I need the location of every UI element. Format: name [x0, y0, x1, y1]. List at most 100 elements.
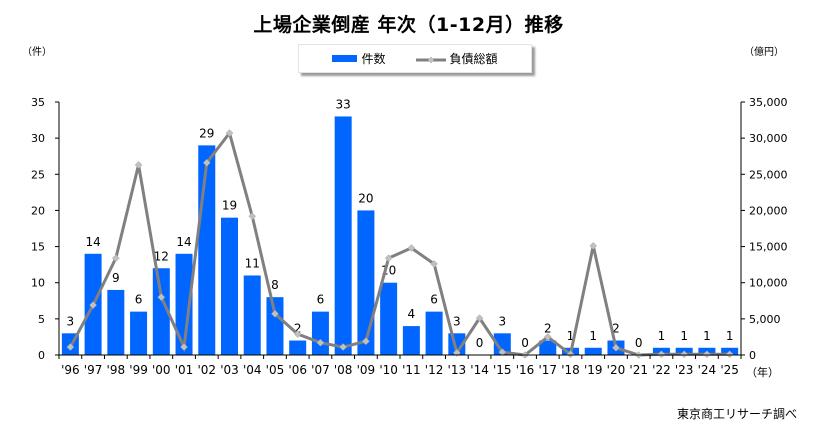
diamond-marker-icon [316, 338, 325, 347]
bar [584, 347, 602, 355]
x-tick-label: '97 [84, 363, 103, 377]
x-axis-unit: （年） [746, 366, 779, 379]
x-tick-label: '11 [402, 363, 421, 377]
diamond-marker-icon [180, 343, 188, 351]
diamond-marker-icon [703, 350, 711, 359]
bar [221, 217, 238, 355]
diamond-marker-icon [657, 350, 666, 359]
bar-value-label: 11 [245, 256, 260, 270]
bar-value-label: 8 [271, 278, 279, 292]
diamond-marker-icon [89, 301, 97, 309]
svg-text:15: 15 [31, 241, 45, 254]
bar [243, 275, 261, 355]
x-tick-label: '16 [516, 363, 535, 377]
diamond-marker-icon [725, 350, 734, 359]
diamond-marker-icon [362, 337, 370, 346]
x-tick-label: '10 [379, 363, 398, 377]
source-note: 東京商工リサーチ調べ [676, 407, 797, 421]
bar-value-label: 1 [658, 329, 666, 343]
debt-line [69, 129, 730, 357]
diamond-marker-icon [271, 309, 279, 318]
bar-value-label: 2 [294, 322, 302, 336]
x-tick-label: '06 [288, 363, 307, 377]
bar [266, 297, 284, 355]
diamond-marker-icon [566, 350, 575, 359]
bar-value-label: 4 [408, 307, 416, 321]
svg-text:30,000: 30,000 [749, 132, 788, 145]
x-tick-label: '09 [357, 363, 376, 377]
legend: 件数 負債総額 [298, 44, 532, 73]
bar [198, 145, 216, 355]
bar-value-label: 14 [176, 235, 191, 249]
diamond-marker-icon [134, 161, 143, 169]
svg-text:25,000: 25,000 [749, 168, 788, 181]
x-tick-label: '17 [538, 363, 557, 377]
x-tick-label: '01 [175, 363, 194, 377]
diamond-marker-icon [225, 129, 234, 137]
x-tick-label: '23 [675, 363, 694, 377]
x-tick-label: '98 [107, 363, 126, 377]
bar-value-label: 33 [336, 97, 351, 111]
diamond-marker-icon [589, 241, 598, 250]
legend-line-label: 負債総額 [449, 52, 498, 66]
x-tick-label: '02 [197, 363, 216, 377]
right-axis-unit: （億円） [744, 47, 784, 58]
bar-value-label: 1 [589, 329, 597, 343]
diamond-marker-icon [475, 314, 484, 322]
x-tick-label: '00 [152, 363, 171, 377]
bar-swatch-icon [332, 55, 358, 62]
bar-value-label: 14 [85, 235, 100, 249]
bar-value-label: 1 [680, 329, 688, 343]
svg-text:0: 0 [38, 349, 45, 362]
x-tick-label: '13 [448, 363, 467, 377]
x-tick-label: '03 [220, 363, 239, 377]
bar [334, 116, 352, 355]
svg-text:5,000: 5,000 [749, 313, 781, 326]
x-tick-label: '99 [129, 363, 148, 377]
diamond-marker-icon [680, 350, 689, 359]
diamond-marker-icon [430, 260, 438, 268]
diamond-marker-icon [157, 293, 166, 302]
x-tick-label: '12 [425, 363, 444, 377]
svg-text:10: 10 [31, 277, 45, 290]
left-axis-unit: （件） [22, 47, 52, 58]
x-tick-label: '05 [266, 363, 285, 377]
diamond-marker-icon [407, 244, 416, 252]
bar [357, 210, 375, 355]
svg-text:35: 35 [31, 96, 45, 109]
bar [152, 268, 170, 355]
bar-value-label: 12 [154, 249, 169, 263]
bar-value-label: 0 [521, 336, 529, 350]
bar-value-label: 2 [612, 322, 620, 336]
bar [539, 340, 557, 355]
diamond-marker-icon [612, 343, 620, 352]
x-tick-label: '25 [720, 363, 739, 377]
svg-text:5: 5 [38, 313, 45, 326]
bar-value-label: 6 [135, 293, 143, 307]
diamond-marker-icon [339, 343, 348, 351]
svg-text:30: 30 [31, 132, 45, 145]
bar [175, 253, 193, 355]
bar [493, 333, 511, 355]
x-tick-label: '24 [698, 363, 717, 377]
svg-text:20,000: 20,000 [749, 204, 788, 217]
bar [130, 311, 148, 355]
bar [107, 289, 125, 355]
diamond-marker-icon [202, 158, 211, 167]
svg-text:25: 25 [31, 168, 45, 181]
bar-value-label: 6 [430, 293, 438, 307]
legend-item-bar: 件数 [332, 50, 386, 67]
x-tick-label: '19 [584, 363, 603, 377]
bar-value-label: 3 [67, 314, 75, 328]
chart-title: 上場企業倒産 年次（1-12月）推移 [253, 14, 564, 36]
bar-value-label: 1 [567, 329, 575, 343]
svg-text:15,000: 15,000 [749, 241, 788, 254]
line-swatch-icon [415, 54, 446, 64]
x-tick-label: '08 [334, 363, 353, 377]
svg-text:10,000: 10,000 [749, 277, 788, 290]
bar-value-label: 9 [112, 271, 120, 285]
bar [311, 311, 329, 355]
bar-value-label: 6 [317, 293, 325, 307]
x-tick-label: '96 [61, 363, 80, 377]
